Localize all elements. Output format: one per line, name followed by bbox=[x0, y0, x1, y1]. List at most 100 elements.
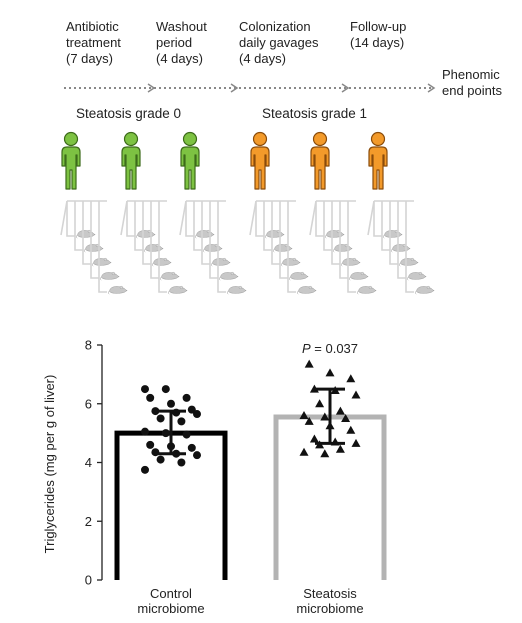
mouse-icon bbox=[297, 285, 317, 295]
mouse-icon bbox=[168, 285, 188, 295]
mouse-cascade bbox=[120, 200, 188, 295]
control-point bbox=[156, 414, 165, 423]
mouse-icon bbox=[415, 285, 435, 295]
control-point bbox=[141, 465, 149, 474]
mouse-icon bbox=[349, 271, 369, 281]
steatosis-point bbox=[320, 412, 330, 421]
mouse-cascade bbox=[367, 200, 435, 295]
x-category-label: Control microbiome bbox=[137, 586, 204, 616]
steatosis-point bbox=[341, 413, 351, 422]
timeline bbox=[64, 83, 436, 93]
steatosis-point bbox=[304, 359, 314, 368]
mouse-icon bbox=[391, 243, 411, 253]
steatosis-point bbox=[299, 447, 309, 456]
control-point bbox=[141, 385, 149, 394]
donor-grade1-icon bbox=[368, 131, 388, 190]
x-axis-labels: Control microbiome Steatosis microbiome bbox=[137, 586, 363, 616]
steatosis-point bbox=[309, 434, 319, 443]
mouse-icon bbox=[84, 243, 104, 253]
timeline-arrow-4 bbox=[427, 83, 436, 93]
donor-grade1-icon bbox=[250, 131, 270, 190]
mouse-icon bbox=[333, 243, 353, 253]
control-point bbox=[187, 405, 196, 414]
steatosis-point bbox=[335, 406, 345, 415]
control-point bbox=[146, 393, 155, 402]
control-point bbox=[161, 385, 170, 394]
control-point bbox=[187, 443, 196, 452]
control-point bbox=[193, 451, 201, 460]
y-axis: 0 2 4 6 8 bbox=[85, 338, 103, 588]
control-point bbox=[151, 407, 160, 416]
mouse-icon bbox=[160, 271, 180, 281]
donor-grade0-icon bbox=[180, 131, 200, 190]
timeline-arrow-3 bbox=[341, 83, 350, 93]
bars bbox=[114, 414, 387, 580]
mouse-cascade bbox=[249, 200, 317, 295]
step-antibiotic-label: Antibiotic treatment (7 days) bbox=[66, 19, 121, 66]
mouse-icon bbox=[281, 257, 301, 267]
y-axis-label: Triglycerides (mg per g of liver) bbox=[42, 375, 57, 554]
mouse-icon bbox=[92, 257, 112, 267]
steatosis-point bbox=[351, 438, 361, 447]
mouse-icon bbox=[136, 229, 156, 239]
control-point bbox=[177, 458, 186, 467]
y-tick-label: 8 bbox=[85, 338, 92, 353]
control-point bbox=[167, 399, 175, 408]
donor-grade0-icon bbox=[61, 131, 81, 190]
steatosis-point bbox=[335, 444, 345, 453]
y-tick-label: 0 bbox=[85, 573, 92, 588]
step-followup-label: Follow-up (14 days) bbox=[350, 19, 407, 50]
mouse-icon bbox=[219, 271, 239, 281]
control-point bbox=[161, 429, 170, 438]
steatosis-point bbox=[320, 449, 330, 458]
mouse-icon bbox=[265, 229, 285, 239]
steatosis-point bbox=[315, 399, 325, 408]
endpoint-label: Phenomic end points bbox=[442, 67, 502, 98]
x-category-label: Steatosis microbiome bbox=[296, 586, 363, 616]
mouse-icon bbox=[227, 285, 247, 295]
mouse-icon bbox=[203, 243, 223, 253]
mouse-icon bbox=[341, 257, 361, 267]
group-grade1-label: Steatosis grade 1 bbox=[262, 106, 368, 121]
mouse-icon bbox=[76, 229, 96, 239]
control-point bbox=[156, 455, 165, 464]
donor-grade1-icon bbox=[310, 131, 330, 190]
error-bars bbox=[156, 387, 345, 456]
mouse-cascades bbox=[60, 200, 435, 295]
p-value-annotation: P = 0.037 bbox=[302, 341, 358, 356]
steatosis-point bbox=[346, 374, 356, 383]
mouse-cascade bbox=[179, 200, 247, 295]
mouse-icon bbox=[383, 229, 403, 239]
mouse-icon bbox=[152, 257, 172, 267]
steatosis-point bbox=[304, 416, 314, 425]
mouse-icon bbox=[100, 271, 120, 281]
mouse-icon bbox=[399, 257, 419, 267]
steatosis-point bbox=[351, 390, 361, 399]
timeline-arrow-2 bbox=[230, 83, 239, 93]
mouse-icon bbox=[407, 271, 427, 281]
mouse-icon bbox=[108, 285, 128, 295]
mouse-icon bbox=[195, 229, 215, 239]
steatosis-point bbox=[299, 411, 309, 419]
steatosis-point bbox=[346, 425, 356, 434]
step-colonization-label: Colonization daily gavages (4 days) bbox=[239, 19, 319, 66]
mouse-icon bbox=[289, 271, 309, 281]
control-point bbox=[182, 430, 191, 439]
donor-figures bbox=[61, 131, 388, 190]
mouse-icon bbox=[211, 257, 231, 267]
control-point bbox=[146, 440, 155, 449]
control-point bbox=[141, 427, 149, 436]
control-point bbox=[182, 393, 191, 402]
steatosis-point bbox=[325, 368, 335, 377]
mouse-icon bbox=[325, 229, 345, 239]
group-grade0-label: Steatosis grade 0 bbox=[76, 106, 182, 121]
timeline-arrow-1 bbox=[147, 83, 156, 93]
mouse-cascade bbox=[309, 200, 377, 295]
step-washout-label: Washout period (4 days) bbox=[156, 19, 207, 66]
mouse-icon bbox=[144, 243, 164, 253]
donor-grade0-icon bbox=[121, 131, 141, 190]
y-tick-label: 6 bbox=[85, 396, 92, 411]
control-point bbox=[193, 410, 201, 419]
